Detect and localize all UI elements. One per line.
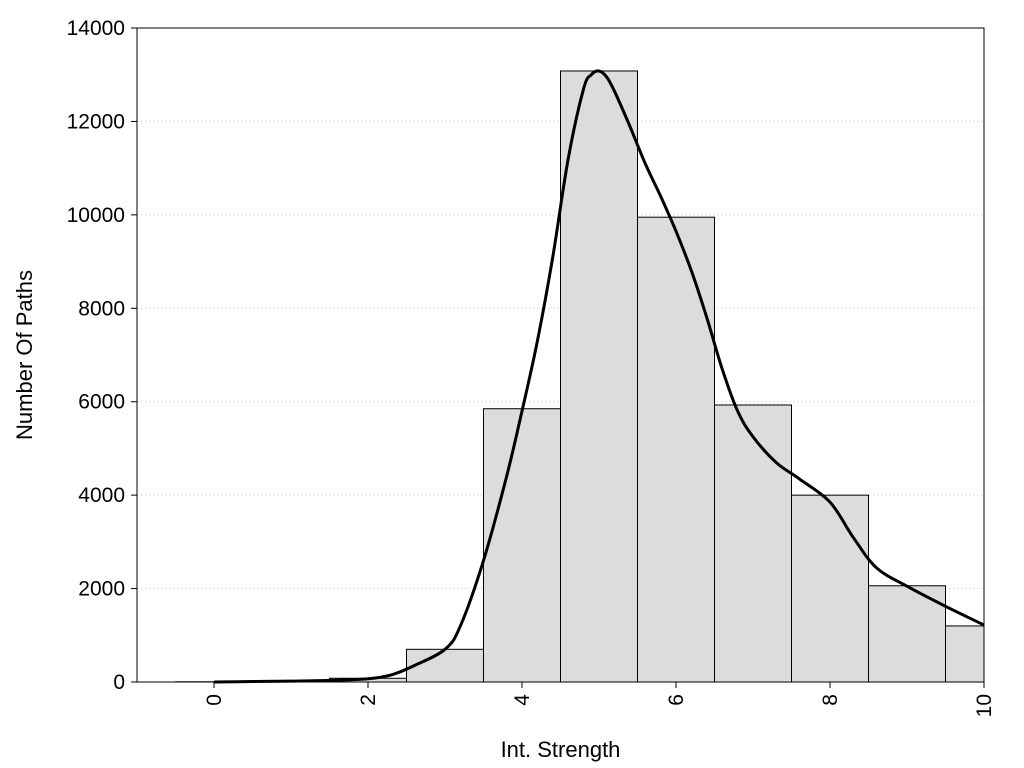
histogram-bars [175, 70, 984, 682]
x-tick-label: 4 [511, 694, 534, 706]
x-tick-label: 0 [203, 694, 226, 706]
x-axis-title: Int. Strength [501, 737, 621, 762]
y-axis-ticks: 0 2000 4000 6000 8000 10000 12000 14000 [67, 17, 137, 694]
density-curve-layer [213, 69, 985, 684]
x-tick-label: 6 [665, 694, 688, 706]
histogram-bar [714, 404, 792, 682]
y-axis-title: Number Of Paths [12, 270, 37, 440]
y-tick-label: 6000 [78, 391, 125, 414]
y-tick-label: 12000 [67, 110, 125, 133]
histogram-bar [791, 494, 869, 682]
y-tick-label: 14000 [67, 17, 125, 40]
histogram-bar [637, 216, 715, 682]
plot-frame [136, 27, 985, 683]
y-tick-label: 0 [113, 671, 125, 694]
y-tick-label: 10000 [67, 204, 125, 227]
histogram-bar [868, 585, 946, 682]
histogram-bar [945, 625, 984, 682]
x-tick-label: 2 [357, 694, 380, 706]
histogram-bar [406, 648, 484, 682]
density-curve [213, 69, 985, 684]
histogram-bar [560, 70, 638, 682]
y-tick-label: 4000 [78, 484, 125, 507]
x-tick-label: 10 [973, 694, 996, 717]
x-tick-label: 8 [819, 694, 842, 706]
histogram-bar [483, 408, 561, 682]
x-axis-ticks: 0 2 4 6 8 10 [203, 682, 996, 717]
y-tick-label: 8000 [78, 297, 125, 320]
y-tick-label: 2000 [78, 578, 125, 601]
